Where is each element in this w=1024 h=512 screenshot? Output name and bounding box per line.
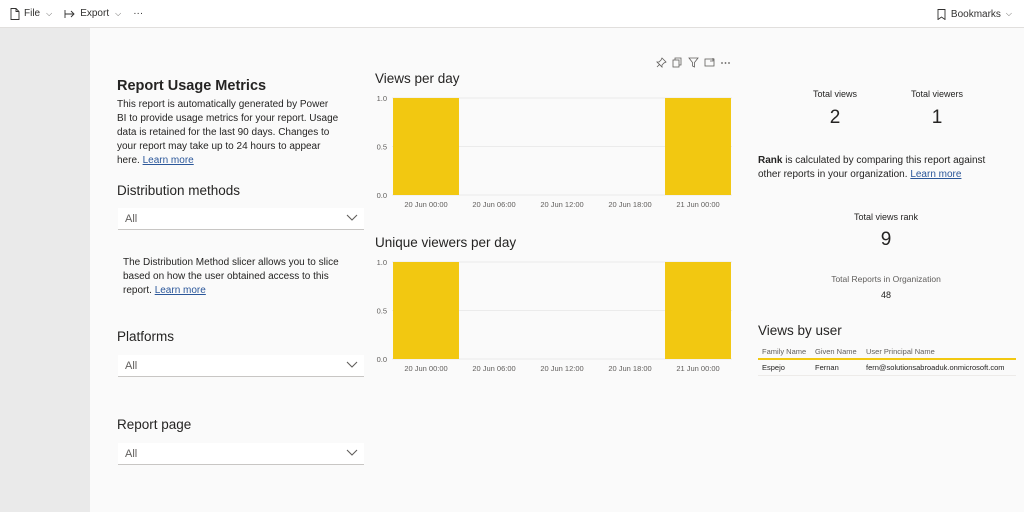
total-views-rank-value: 9 — [880, 229, 892, 250]
chevron-down-icon: ⌵ — [1005, 9, 1012, 18]
distribution-methods-dropdown[interactable]: All — [118, 208, 364, 230]
table-row: Espejo Fernan fern@solutionsabroaduk.onm… — [758, 360, 1016, 376]
bar[interactable] — [665, 98, 731, 195]
x-tick-label: 20 Jun 06:00 — [472, 200, 515, 209]
cell-family-name: Espejo — [762, 363, 785, 372]
rank-explanation-text: is calculated by comparing this report a… — [758, 155, 986, 180]
y-tick-label: 1.0 — [377, 94, 387, 103]
bookmarks-label: Bookmarks — [950, 8, 1001, 20]
x-tick-label: 20 Jun 12:00 — [540, 364, 583, 373]
cell-user-principal-name: fern@solutionsabroaduk.onmicrosoft.com — [866, 363, 1005, 372]
unique-viewers-per-day-title: Unique viewers per day — [375, 235, 517, 250]
file-menu[interactable]: File ⌵ — [8, 4, 54, 24]
views-per-day-chart: 0.0 0.5 1.0 20 Jun 00:00 20 Jun 06:00 20 Jun … — [377, 94, 732, 209]
report-description: This report is automatically generated b… — [117, 98, 339, 168]
x-tick-label: 20 Jun 12:00 — [540, 200, 583, 209]
report-info-panel: Report Usage Metrics This report is auto… — [117, 78, 347, 168]
file-icon — [10, 7, 20, 20]
total-reports-label: Total Reports in Organization — [831, 274, 941, 284]
distribution-note: The Distribution Method slicer allows yo… — [123, 256, 353, 298]
y-tick-label: 0.5 — [377, 143, 387, 152]
learn-more-link[interactable]: Learn more — [142, 155, 194, 166]
rank-learn-more-link[interactable]: Learn more — [910, 169, 962, 180]
bar[interactable] — [665, 262, 731, 359]
bookmarks-menu[interactable]: Bookmarks ⌵ — [937, 4, 1012, 24]
y-tick-label: 0.5 — [377, 307, 387, 316]
distribution-note-text: The Distribution Method slicer allows yo… — [123, 257, 339, 296]
rank-explanation: Rank is calculated by comparing this rep… — [758, 154, 988, 182]
platforms-label: Platforms — [117, 329, 175, 344]
unique-viewers-per-day-chart: 0.0 0.5 1.0 20 Jun 00:00 20 Jun 06:00 20 Jun … — [377, 258, 732, 373]
rank-bold-label: Rank — [758, 155, 783, 166]
distribution-learn-more-link[interactable]: Learn more — [154, 285, 206, 296]
export-menu-label: Export — [80, 8, 110, 19]
views-by-user-title: Views by user — [758, 323, 842, 338]
x-tick-label: 20 Jun 18:00 — [608, 364, 651, 373]
column-header-family-name[interactable]: Family Name — [762, 346, 807, 356]
x-tick-label: 20 Jun 06:00 — [472, 364, 515, 373]
pin-icon[interactable] — [656, 57, 667, 68]
x-tick-label: 20 Jun 00:00 — [404, 200, 447, 209]
y-tick-label: 0.0 — [377, 191, 387, 200]
distribution-methods-label: Distribution methods — [117, 183, 241, 198]
chevron-down-icon: ⌵ — [115, 8, 122, 18]
report-page-dropdown[interactable]: All — [118, 443, 364, 465]
column-header-given-name[interactable]: Given Name — [815, 346, 857, 356]
report-canvas: Report Usage Metrics This report is auto… — [90, 28, 1024, 512]
views-by-user-table: Family Name Given Name User Principal Na… — [758, 344, 1016, 376]
report-title: Report Usage Metrics — [117, 78, 267, 94]
distribution-methods-value: All — [125, 212, 138, 225]
more-options-icon: ··· — [133, 8, 144, 19]
cell-given-name: Fernan — [815, 363, 839, 372]
x-tick-label: 21 Jun 00:00 — [676, 364, 719, 373]
focus-mode-icon[interactable] — [704, 57, 715, 68]
chevron-down-icon — [346, 361, 358, 368]
y-tick-label: 0.0 — [377, 355, 387, 364]
total-views-value: 2 — [829, 107, 841, 128]
total-viewers-value: 1 — [931, 107, 943, 128]
export-menu[interactable]: Export ⌵ — [62, 4, 123, 24]
visual-header — [656, 57, 731, 68]
views-per-day-title: Views per day — [375, 71, 460, 86]
bar[interactable] — [393, 98, 459, 195]
left-gutter — [0, 28, 90, 512]
platforms-value: All — [125, 359, 138, 372]
file-menu-label: File — [24, 8, 41, 19]
x-tick-label: 20 Jun 00:00 — [404, 364, 447, 373]
x-tick-label: 20 Jun 18:00 — [608, 200, 651, 209]
report-page-label: Report page — [117, 417, 192, 432]
report-page-value: All — [125, 447, 138, 460]
bookmark-icon — [937, 8, 946, 20]
report-description-text: This report is automatically generated b… — [117, 99, 339, 166]
x-tick-label: 21 Jun 00:00 — [676, 200, 719, 209]
column-header-user-principal-name[interactable]: User Principal Name — [866, 346, 935, 356]
chevron-down-icon — [346, 449, 358, 456]
export-icon — [64, 9, 75, 18]
chevron-down-icon — [346, 214, 358, 221]
report-toolbar: File ⌵ Export ⌵ ··· Bookmarks ⌵ — [0, 0, 1024, 28]
filter-icon[interactable] — [688, 57, 699, 68]
y-tick-label: 1.0 — [377, 258, 387, 267]
copy-icon[interactable] — [672, 57, 683, 68]
table-header: Family Name Given Name User Principal Na… — [758, 344, 1016, 360]
chevron-down-icon: ⌵ — [46, 8, 53, 18]
total-viewers-label: Total viewers — [910, 89, 964, 99]
bar[interactable] — [393, 262, 459, 359]
more-options-button[interactable]: ··· — [131, 4, 145, 24]
total-views-label: Total views — [812, 89, 857, 99]
platforms-dropdown[interactable]: All — [118, 355, 364, 377]
more-options-icon[interactable] — [720, 57, 731, 68]
total-reports-value: 48 — [880, 290, 891, 300]
total-views-rank-label: Total views rank — [853, 212, 919, 222]
